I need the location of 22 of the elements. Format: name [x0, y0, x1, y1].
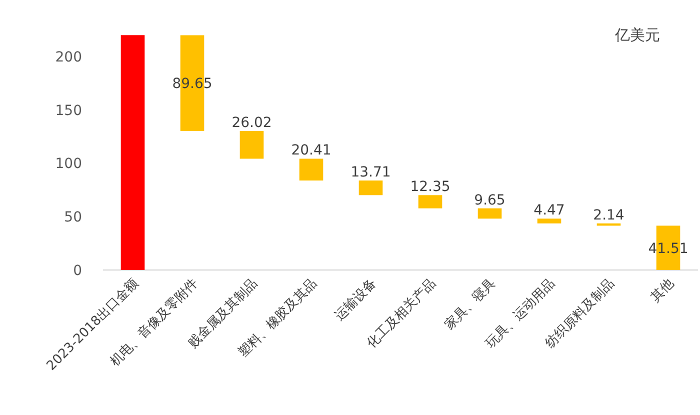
- data-label: 20.41: [291, 142, 332, 159]
- y-tick-label: 200: [55, 49, 82, 66]
- data-label: 12.35: [410, 179, 450, 196]
- y-tick-label: 150: [55, 102, 82, 119]
- data-label: 4.47: [534, 202, 565, 219]
- bar: [478, 208, 502, 219]
- bar: [120, 35, 145, 270]
- y-tick-label: 50: [64, 210, 82, 226]
- annotation: 亿美元: [614, 26, 660, 44]
- bar: [240, 130, 264, 159]
- data-label: 2.14: [593, 207, 624, 224]
- y-tick-label: 0: [73, 263, 82, 279]
- bar: [418, 195, 442, 208]
- y-tick-label: 100: [55, 156, 82, 172]
- x-tick-label: 其他: [648, 276, 678, 306]
- data-label: 13.71: [350, 164, 391, 181]
- bar: [299, 158, 324, 181]
- bar: [358, 180, 383, 196]
- data-label: 9.65: [474, 192, 506, 208]
- data-label: 26.02: [232, 114, 272, 131]
- x-tick-label: 运输设备: [332, 276, 380, 324]
- bar: [537, 218, 562, 224]
